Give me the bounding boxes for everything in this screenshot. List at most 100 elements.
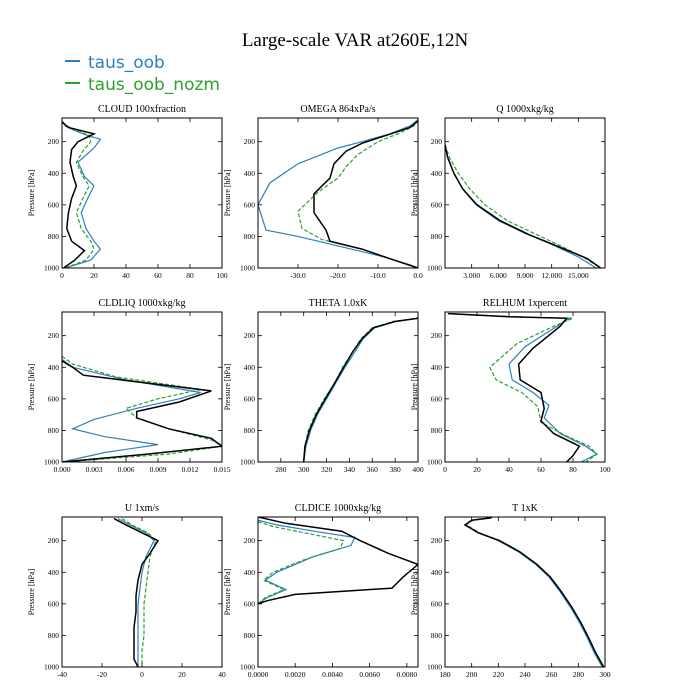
y-axis-label: Pressure [hPa] <box>223 568 232 615</box>
y-tick-label: 800 <box>48 426 60 435</box>
y-tick-label: 800 <box>244 631 256 640</box>
x-tick-label: 0.015 <box>214 465 231 474</box>
y-axis-label: Pressure [hPa] <box>410 169 419 216</box>
x-tick-label: 6.000 <box>490 271 507 280</box>
x-tick-label: 0 <box>60 271 64 280</box>
y-axis-label: Pressure [hPa] <box>410 363 419 410</box>
panel-title: CLOUD 100xfraction <box>98 104 186 115</box>
x-tick-label: 9.000 <box>517 271 534 280</box>
x-tick-label: 200 <box>466 670 478 679</box>
x-tick-label: 180 <box>439 670 451 679</box>
y-tick-label: 800 <box>431 631 443 640</box>
plot-frame <box>444 516 606 668</box>
series-line-1 <box>258 119 418 268</box>
series-line-3 <box>258 517 418 605</box>
x-tick-label: 0.003 <box>86 465 103 474</box>
x-tick-label: 100 <box>216 271 228 280</box>
y-tick-label: 400 <box>244 363 256 372</box>
y-tick-label: 400 <box>431 363 443 372</box>
series-line-2 <box>62 355 222 462</box>
y-tick-label: 800 <box>48 232 60 241</box>
x-tick-label: 280 <box>573 670 585 679</box>
y-tick-label: 200 <box>431 331 443 340</box>
x-tick-label: -40 <box>57 670 67 679</box>
plot-frame <box>61 117 223 269</box>
x-tick-label: 380 <box>390 465 402 474</box>
y-tick-label: 600 <box>431 394 443 403</box>
x-tick-label: 12.000 <box>541 271 562 280</box>
x-tick-label: 80 <box>186 271 194 280</box>
x-tick-label: 0.0080 <box>397 670 418 679</box>
series-line-2 <box>445 144 601 268</box>
x-tick-label: -20.0 <box>330 271 346 280</box>
y-tick-label: 400 <box>48 169 60 178</box>
panel-title: CLDICE 1000xkg/kg <box>295 503 381 514</box>
plot-frame <box>257 311 419 463</box>
series-group <box>445 144 602 268</box>
panel-2: OMEGA 864xPa/s Pressure [hPa] 200 400 600 800… <box>223 104 423 280</box>
series-line-3 <box>62 360 222 462</box>
series-group <box>463 517 605 667</box>
panel-8: CLDICE 1000xkg/kg Pressure [hPa] 200 400 600… <box>223 503 419 679</box>
x-tick-label: 40 <box>122 271 130 280</box>
y-tick-label: 800 <box>431 426 443 435</box>
y-axis-label: Pressure [hPa] <box>410 568 419 615</box>
x-tick-label: 40 <box>218 670 226 679</box>
x-tick-label: -30.0 <box>290 271 306 280</box>
y-tick-label: 600 <box>431 200 443 209</box>
panel-title: THETA 1.0xK <box>309 298 368 309</box>
panel-title: T 1xK <box>512 503 538 514</box>
series-line-3 <box>448 312 581 462</box>
series-line-1 <box>448 313 599 462</box>
x-tick-label: 0 <box>443 465 447 474</box>
series-line-1 <box>62 120 102 268</box>
series-line-2 <box>121 518 157 667</box>
series-line-1 <box>463 517 603 667</box>
series-line-2 <box>448 313 598 462</box>
x-tick-label: 320 <box>321 465 333 474</box>
y-tick-label: 1000 <box>240 458 255 467</box>
x-tick-label: 260 <box>546 670 558 679</box>
y-tick-label: 600 <box>244 394 256 403</box>
y-tick-label: 200 <box>244 536 256 545</box>
panel-title: CLDLIQ 1000xkg/kg <box>99 298 186 309</box>
plot-frame <box>444 311 606 463</box>
y-tick-label: 1000 <box>240 663 255 672</box>
y-tick-label: 200 <box>48 536 60 545</box>
series-line-1 <box>445 144 597 268</box>
x-tick-label: 20 <box>178 670 186 679</box>
y-tick-label: 200 <box>431 137 443 146</box>
y-tick-label: 600 <box>244 200 256 209</box>
y-tick-label: 1000 <box>44 264 59 273</box>
panel-title: OMEGA 864xPa/s <box>300 104 375 115</box>
y-tick-label: 400 <box>48 363 60 372</box>
plot-frame <box>61 516 223 668</box>
series-line-1 <box>117 518 155 667</box>
y-tick-label: 1000 <box>427 663 442 672</box>
series-group <box>113 517 160 667</box>
panel-3: Q 1000xkg/kg Pressure [hPa] 200 400 600 800 10… <box>410 104 606 280</box>
series-line-3 <box>313 120 418 268</box>
x-tick-label: 20 <box>90 271 98 280</box>
y-tick-label: 400 <box>431 568 443 577</box>
x-tick-label: 0.0020 <box>285 670 306 679</box>
panel-title: U 1xm/s <box>125 503 159 514</box>
x-tick-label: 300 <box>298 465 310 474</box>
panel-title: Q 1000xkg/kg <box>496 104 554 115</box>
x-tick-label: 300 <box>599 670 611 679</box>
y-tick-label: 800 <box>244 232 256 241</box>
y-tick-label: 800 <box>48 631 60 640</box>
x-tick-label: 400 <box>412 465 424 474</box>
y-tick-label: 200 <box>244 331 256 340</box>
legend-label-taus-oob: taus_oob <box>88 53 165 73</box>
panel-title: RELHUM 1xpercent <box>483 298 567 309</box>
y-tick-label: 1000 <box>427 264 442 273</box>
series-line-3 <box>463 517 605 667</box>
panel-4: CLDLIQ 1000xkg/kg Pressure [hPa] 200 400 600… <box>27 298 231 474</box>
x-tick-label: 220 <box>493 670 505 679</box>
y-tick-label: 400 <box>431 169 443 178</box>
y-tick-label: 600 <box>48 599 60 608</box>
series-group <box>258 517 418 605</box>
